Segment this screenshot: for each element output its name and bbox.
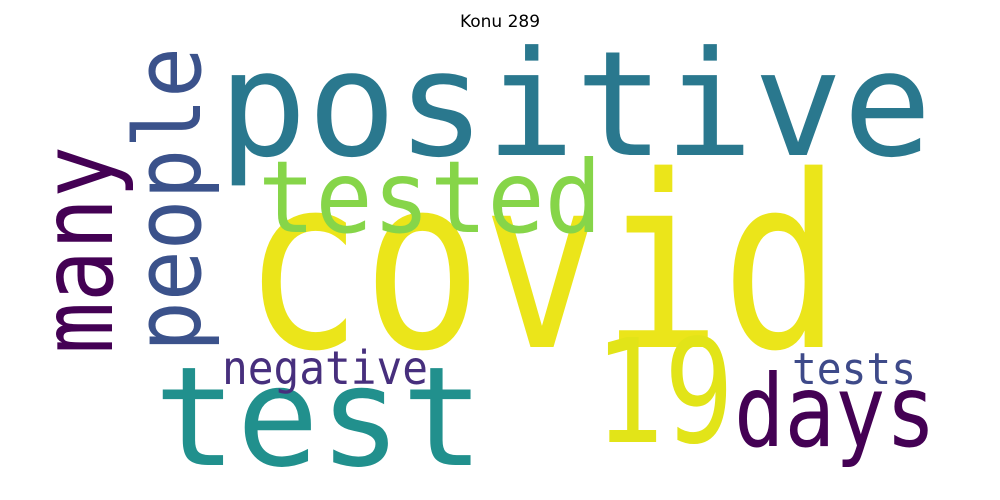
word-people: people (115, 47, 222, 352)
word-tested: tested (258, 139, 602, 256)
word-negative: negative (222, 341, 428, 395)
word-test: test (154, 337, 484, 498)
word-19: 19 (594, 308, 734, 476)
word-positive: positive (218, 20, 932, 190)
word-tests: tests (792, 344, 916, 395)
chart-title: Konu 289 (459, 12, 541, 32)
word-days: days (734, 353, 936, 470)
word-covid: covid (243, 124, 841, 404)
word-many: many (19, 146, 136, 354)
